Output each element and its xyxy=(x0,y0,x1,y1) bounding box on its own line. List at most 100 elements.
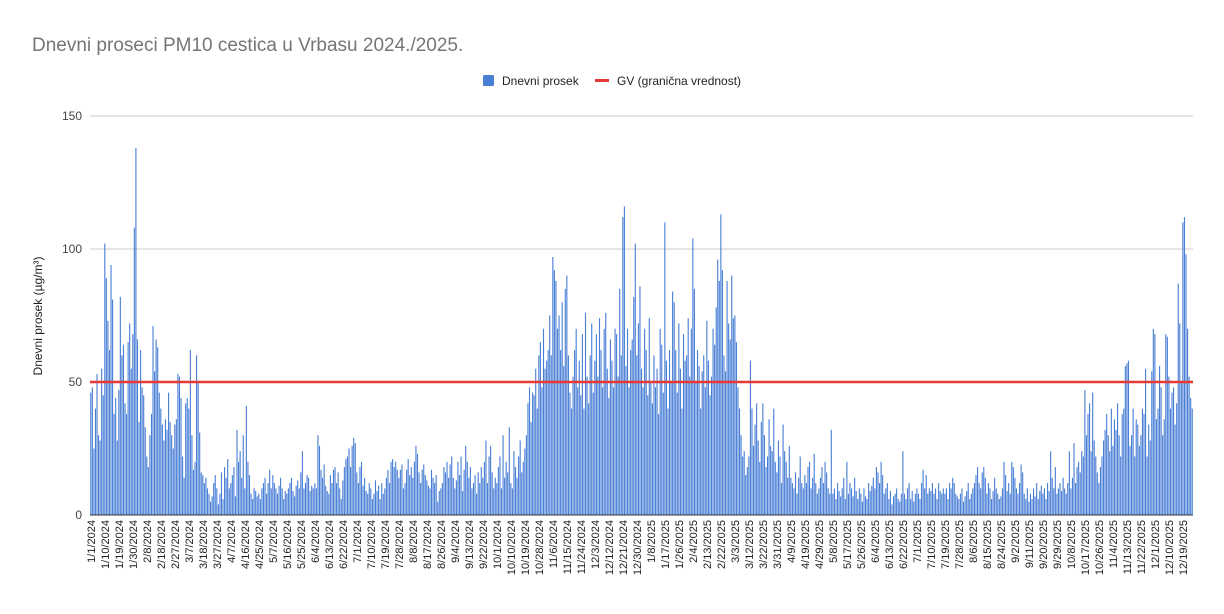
bar xyxy=(161,424,163,515)
bar xyxy=(1050,451,1052,515)
bar xyxy=(836,483,839,515)
bar xyxy=(958,499,960,515)
bar xyxy=(987,483,989,515)
bar xyxy=(998,499,1000,515)
bar xyxy=(284,491,286,515)
bar xyxy=(922,469,924,515)
bar xyxy=(592,392,594,515)
bar xyxy=(718,280,720,515)
bar xyxy=(858,488,860,515)
bar xyxy=(345,459,347,515)
x-tick-label: 11/22/2025 xyxy=(1136,520,1148,574)
bar xyxy=(138,421,140,515)
bar xyxy=(1051,477,1053,515)
bar xyxy=(623,206,625,515)
bar xyxy=(104,243,106,515)
bar xyxy=(183,477,185,515)
bar xyxy=(253,488,255,515)
x-tick-label: 10/28/2024 xyxy=(534,520,546,575)
bar xyxy=(175,419,177,515)
bar xyxy=(1079,472,1081,515)
bar xyxy=(1040,485,1042,515)
bar xyxy=(1045,499,1047,515)
bar xyxy=(693,288,695,515)
bar xyxy=(214,475,216,515)
bar xyxy=(357,483,359,515)
bar xyxy=(1090,451,1092,515)
bar xyxy=(768,419,770,515)
bar xyxy=(816,493,818,515)
bar xyxy=(970,493,972,515)
bar xyxy=(1003,461,1005,515)
bar xyxy=(689,376,691,515)
bar xyxy=(452,477,454,515)
bar xyxy=(805,483,807,515)
bar xyxy=(331,483,333,515)
bar xyxy=(875,467,877,515)
x-tick-label: 6/13/2025 xyxy=(884,520,896,569)
bar xyxy=(278,485,280,515)
bar xyxy=(1054,467,1056,515)
bar xyxy=(152,326,154,515)
bar xyxy=(751,408,753,515)
bar xyxy=(1015,488,1017,515)
bar xyxy=(1064,488,1066,515)
bar xyxy=(146,456,148,515)
bar xyxy=(157,347,159,515)
bar xyxy=(986,493,988,515)
bar xyxy=(790,477,792,515)
bar xyxy=(552,256,554,515)
bar xyxy=(158,392,160,515)
bar xyxy=(1177,283,1179,515)
x-tick-label: 7/28/2024 xyxy=(394,520,406,569)
x-tick-label: 6/13/2024 xyxy=(324,520,336,569)
bar xyxy=(675,350,677,515)
bar xyxy=(130,368,132,515)
bar xyxy=(606,368,608,515)
bar xyxy=(196,355,198,515)
bar xyxy=(760,421,762,515)
bar xyxy=(983,467,985,515)
bar xyxy=(270,488,272,515)
bar xyxy=(608,397,610,515)
bar xyxy=(903,493,905,515)
bar xyxy=(404,483,406,515)
bar xyxy=(1009,493,1011,515)
legend-swatch-daily-average xyxy=(483,75,494,86)
bar xyxy=(1014,477,1016,515)
bar xyxy=(497,467,499,515)
bar xyxy=(216,488,218,515)
x-tick-label: 3/31/2025 xyxy=(772,520,784,569)
bar xyxy=(910,499,912,515)
bar xyxy=(728,323,730,515)
bar xyxy=(1098,483,1100,515)
bar xyxy=(990,499,993,515)
bar xyxy=(121,355,123,515)
bar xyxy=(328,493,330,515)
x-tick-label: 6/22/2025 xyxy=(898,520,910,569)
bar xyxy=(1180,382,1182,515)
bar xyxy=(1191,408,1193,515)
x-tick-label: 8/24/2025 xyxy=(996,520,1008,569)
bar xyxy=(203,483,205,515)
bar xyxy=(426,480,428,515)
bar xyxy=(723,355,725,515)
bar xyxy=(379,499,381,515)
bar xyxy=(721,270,723,515)
bar xyxy=(687,318,689,515)
bar xyxy=(1113,419,1116,515)
bar xyxy=(1146,456,1148,515)
bar xyxy=(614,328,616,515)
bar xyxy=(989,488,991,515)
bar xyxy=(272,475,274,515)
x-tick-label: 7/10/2024 xyxy=(366,520,378,569)
bar xyxy=(647,395,649,515)
bar xyxy=(432,477,434,515)
bar xyxy=(239,451,241,515)
bar xyxy=(703,355,705,515)
bar xyxy=(202,475,204,515)
bar xyxy=(1096,472,1098,515)
bar xyxy=(1165,334,1167,515)
bar xyxy=(819,477,821,515)
